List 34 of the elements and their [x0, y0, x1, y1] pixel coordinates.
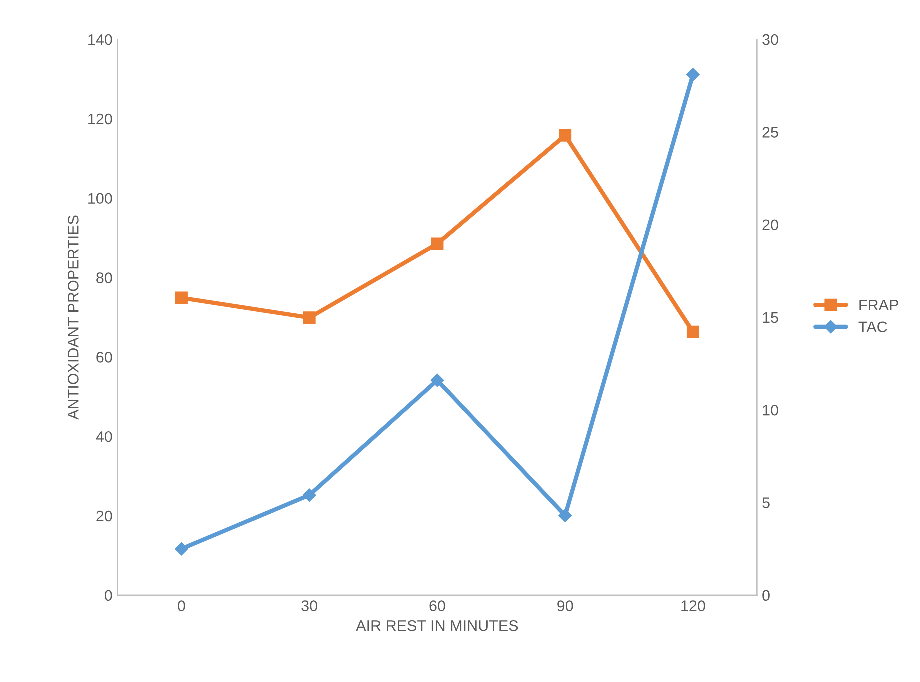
point: [302, 488, 316, 502]
y2-tick-label: 5: [762, 498, 770, 508]
point: [303, 312, 316, 324]
point: [175, 292, 188, 304]
point: [686, 326, 700, 338]
point: [430, 374, 444, 388]
y2-tick-label: 20: [762, 220, 778, 231]
legend-label: TAC: [858, 322, 888, 333]
x-tick-label: 90: [558, 600, 574, 612]
point: [559, 129, 572, 142]
y-tick-label: 140: [88, 34, 112, 46]
x-tick-label: 60: [430, 600, 446, 612]
point: [431, 238, 444, 250]
x-tick-label: 30: [302, 600, 318, 612]
y2-tick-label: 30: [762, 34, 778, 46]
y-tick-label: 80: [96, 272, 112, 284]
point: [175, 542, 188, 556]
point: [686, 68, 700, 82]
y2-tick-label: 15: [763, 312, 778, 324]
y-tick-label: 120: [88, 114, 112, 125]
x-tick-label: 0: [178, 600, 186, 612]
legend-label: FRAP: [860, 300, 898, 310]
y2-tick-label: 0: [762, 590, 770, 602]
x-tick-label: 120: [682, 600, 706, 612]
y-tick-label: 0: [105, 590, 112, 602]
y-tick-label: 20: [96, 510, 112, 522]
y2-tick-label: 25: [762, 127, 778, 138]
y-tick-label: 60: [96, 352, 112, 363]
y-tick-label: 100: [88, 193, 112, 204]
point: [558, 509, 572, 522]
y2-tick-label: 10: [763, 404, 778, 416]
x-axis-title: AIR REST IN MINUTES: [356, 620, 518, 632]
y-tick-label: 40: [96, 431, 112, 442]
y-axis-title: ANTIOXIDANT PROPERTIES: [68, 216, 79, 420]
